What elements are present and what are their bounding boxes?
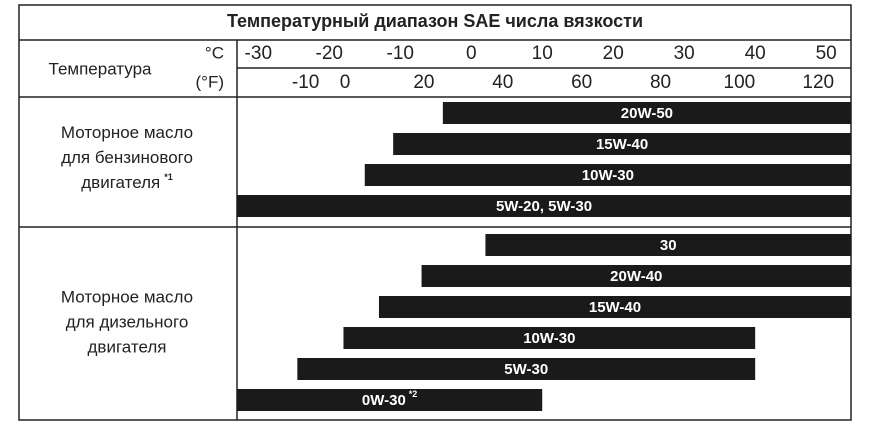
group-label: двигателя *1: [81, 172, 172, 192]
group-line: для дизельного: [66, 313, 189, 332]
x-tick-label: -20: [316, 43, 343, 64]
bar-label: 5W-30: [504, 361, 548, 378]
bar-label: 15W-40: [589, 299, 641, 316]
bar-label: 0W-30 *2: [362, 389, 417, 409]
group-label: для дизельного: [66, 313, 189, 332]
x-tick-label: 40: [745, 43, 766, 64]
group-line: двигателя: [81, 173, 160, 192]
bar-name: 20W-50: [621, 105, 673, 122]
x2-tick-label: 100: [724, 72, 756, 93]
bar-name: 10W-30: [523, 330, 575, 347]
bar-label: 10W-30: [582, 167, 634, 184]
bar-name: 30: [660, 237, 677, 254]
bar-label: 20W-40: [610, 268, 662, 285]
bar-label: 30: [660, 237, 677, 254]
group-line: для бензинового: [61, 148, 193, 167]
bar-name: 15W-40: [589, 299, 641, 316]
x2-tick-label: 80: [650, 72, 671, 93]
bar: [237, 195, 851, 217]
unit-c: °C: [205, 43, 224, 62]
group-line: Моторное масло: [61, 123, 193, 142]
bar-label: 15W-40: [596, 136, 648, 153]
x2-tick-label: 20: [413, 72, 434, 93]
bar: [442, 102, 851, 124]
x2-tick-label: 40: [492, 72, 513, 93]
x2-tick-label: 0: [340, 72, 351, 93]
x-tick-label: 20: [603, 43, 624, 64]
bar-label: 5W-20, 5W-30: [496, 198, 592, 215]
x-tick-label: -10: [387, 43, 414, 64]
bar: [364, 164, 851, 186]
bar-label: 20W-50: [621, 105, 673, 122]
x2-tick-label: 60: [571, 72, 592, 93]
x2-tick-label: 120: [802, 72, 834, 93]
bar: [297, 358, 756, 380]
bar-name: 20W-40: [610, 268, 662, 285]
bar: [393, 133, 851, 155]
bar-name: 15W-40: [596, 136, 648, 153]
x-tick-label: 10: [532, 43, 553, 64]
bar-name: 5W-30: [504, 361, 548, 378]
axis-label: Температура: [49, 59, 153, 78]
bar: [421, 265, 851, 287]
x-tick-label: 50: [816, 43, 837, 64]
bar-note: *2: [409, 389, 418, 399]
bar: [378, 296, 851, 318]
bar: [485, 234, 851, 256]
group-label: для бензинового: [61, 148, 193, 167]
group-label: Моторное масло: [61, 123, 193, 142]
chart-title: Температурный диапазон SAE числа вязкост…: [227, 11, 643, 31]
group-note: *1: [164, 172, 173, 182]
x2-tick-label: -10: [292, 72, 319, 93]
bar-name: 0W-30: [362, 392, 406, 409]
x-tick-label: 30: [674, 43, 695, 64]
x-tick-label: -30: [245, 43, 272, 64]
group-label: двигателя: [88, 338, 167, 357]
group-line: Моторное масло: [61, 288, 193, 307]
bar-label: 10W-30: [523, 330, 575, 347]
bar-name: 10W-30: [582, 167, 634, 184]
bar: [237, 389, 543, 411]
unit-f: (°F): [195, 72, 224, 91]
group-label: Моторное масло: [61, 288, 193, 307]
bar-name: 5W-20, 5W-30: [496, 198, 592, 215]
group-line: двигателя: [88, 338, 167, 357]
bar: [343, 327, 756, 349]
x-tick-label: 0: [466, 43, 477, 64]
